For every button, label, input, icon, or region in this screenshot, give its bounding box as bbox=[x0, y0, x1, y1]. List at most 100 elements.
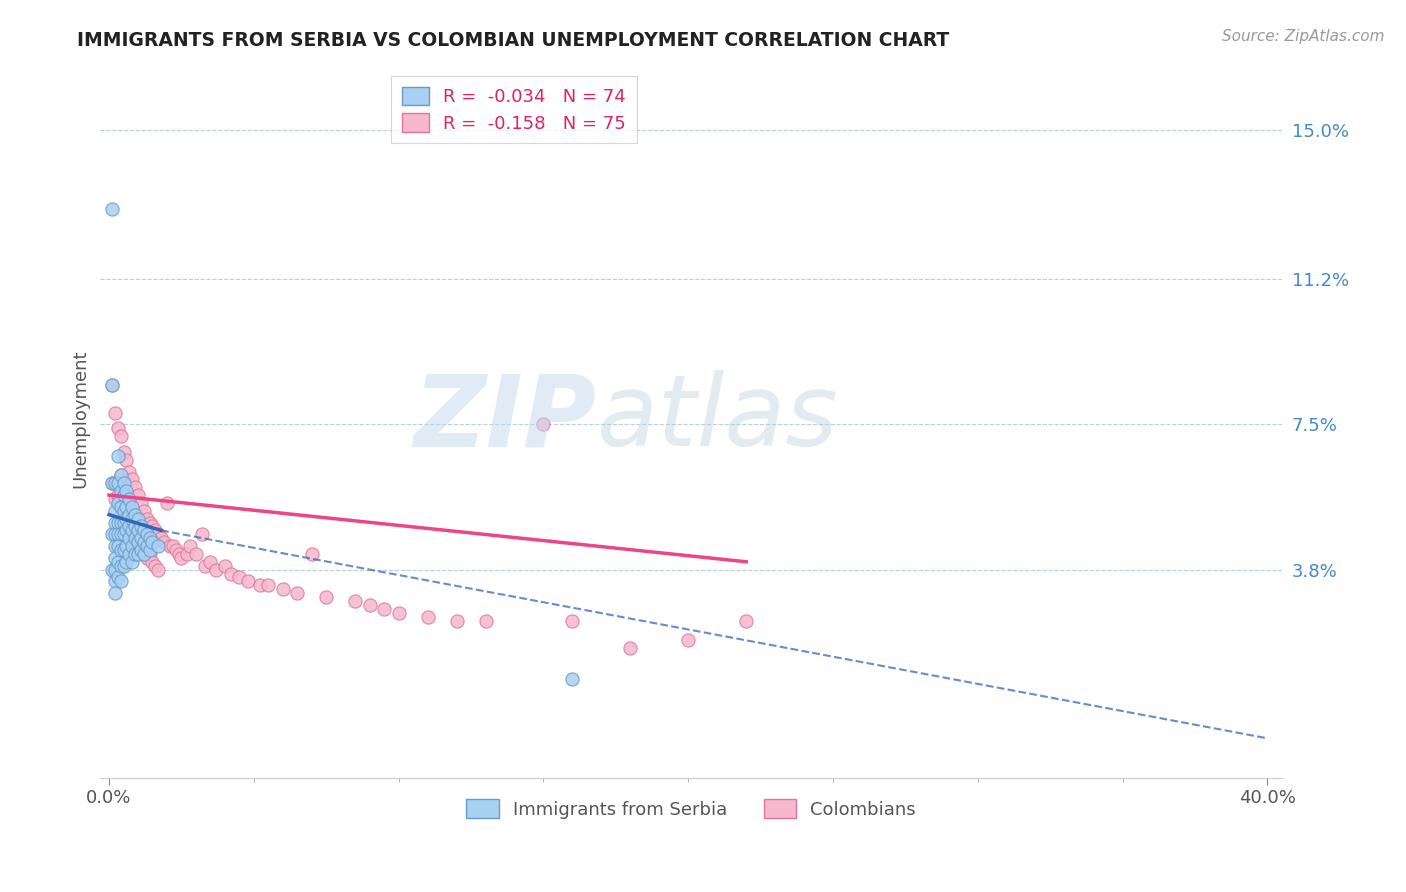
Point bbox=[107, 496, 129, 510]
Point bbox=[118, 547, 141, 561]
Point bbox=[107, 488, 129, 502]
Point bbox=[214, 558, 236, 573]
Point bbox=[112, 543, 135, 558]
Point bbox=[129, 535, 152, 549]
Point bbox=[127, 527, 149, 541]
Point bbox=[115, 555, 138, 569]
Point bbox=[141, 519, 163, 533]
Point bbox=[141, 555, 163, 569]
Point bbox=[104, 516, 127, 530]
Point bbox=[359, 598, 381, 612]
Point bbox=[121, 524, 143, 538]
Point bbox=[112, 488, 135, 502]
Point bbox=[138, 516, 160, 530]
Point bbox=[145, 558, 167, 573]
Point bbox=[110, 500, 132, 514]
Point bbox=[135, 539, 157, 553]
Point bbox=[107, 449, 129, 463]
Point bbox=[138, 531, 160, 545]
Point bbox=[135, 511, 157, 525]
Point bbox=[110, 516, 132, 530]
Point bbox=[115, 511, 138, 525]
Point bbox=[735, 614, 758, 628]
Point bbox=[127, 524, 149, 538]
Point bbox=[561, 614, 583, 628]
Point bbox=[110, 429, 132, 443]
Point bbox=[121, 504, 143, 518]
Point bbox=[115, 484, 138, 499]
Point bbox=[112, 476, 135, 491]
Point bbox=[110, 468, 132, 483]
Point bbox=[150, 531, 173, 545]
Point bbox=[167, 547, 190, 561]
Point bbox=[101, 527, 124, 541]
Point bbox=[138, 547, 160, 561]
Legend: Immigrants from Serbia, Colombians: Immigrants from Serbia, Colombians bbox=[458, 792, 924, 826]
Point bbox=[121, 511, 143, 525]
Text: atlas: atlas bbox=[596, 370, 838, 467]
Point bbox=[148, 563, 170, 577]
Point bbox=[112, 558, 135, 573]
Point bbox=[121, 555, 143, 569]
Point bbox=[124, 547, 146, 561]
Point bbox=[129, 531, 152, 545]
Point bbox=[315, 590, 337, 604]
Text: ZIP: ZIP bbox=[413, 370, 596, 467]
Point bbox=[129, 496, 152, 510]
Point bbox=[118, 519, 141, 533]
Point bbox=[115, 452, 138, 467]
Point bbox=[112, 504, 135, 518]
Point bbox=[112, 527, 135, 541]
Point bbox=[104, 563, 127, 577]
Point bbox=[194, 558, 217, 573]
Point bbox=[162, 539, 184, 553]
Point bbox=[135, 550, 157, 565]
Y-axis label: Unemployment: Unemployment bbox=[72, 350, 89, 488]
Point bbox=[145, 524, 167, 538]
Point bbox=[107, 516, 129, 530]
Point bbox=[127, 488, 149, 502]
Point bbox=[112, 516, 135, 530]
Point bbox=[118, 504, 141, 518]
Point bbox=[141, 535, 163, 549]
Point bbox=[107, 421, 129, 435]
Point bbox=[533, 417, 555, 432]
Point bbox=[132, 543, 155, 558]
Point bbox=[129, 519, 152, 533]
Point bbox=[373, 602, 395, 616]
Point bbox=[228, 570, 250, 584]
Point bbox=[148, 539, 170, 553]
Point bbox=[121, 539, 143, 553]
Point bbox=[446, 614, 468, 628]
Point bbox=[118, 465, 141, 479]
Point bbox=[127, 511, 149, 525]
Point bbox=[115, 524, 138, 538]
Point bbox=[118, 531, 141, 545]
Point bbox=[127, 535, 149, 549]
Point bbox=[107, 539, 129, 553]
Point bbox=[344, 594, 367, 608]
Point bbox=[271, 582, 294, 597]
Point bbox=[474, 614, 496, 628]
Point bbox=[104, 476, 127, 491]
Point bbox=[101, 378, 124, 392]
Point bbox=[124, 508, 146, 522]
Point bbox=[138, 543, 160, 558]
Point bbox=[101, 476, 124, 491]
Point bbox=[104, 491, 127, 506]
Point bbox=[110, 543, 132, 558]
Point bbox=[124, 480, 146, 494]
Point bbox=[104, 550, 127, 565]
Point bbox=[200, 555, 222, 569]
Point bbox=[121, 472, 143, 486]
Point bbox=[115, 539, 138, 553]
Point bbox=[249, 578, 271, 592]
Point bbox=[561, 673, 583, 687]
Point bbox=[236, 574, 259, 589]
Point bbox=[179, 539, 201, 553]
Point bbox=[107, 570, 129, 584]
Point bbox=[148, 527, 170, 541]
Point bbox=[257, 578, 280, 592]
Point bbox=[132, 535, 155, 549]
Point bbox=[619, 641, 641, 656]
